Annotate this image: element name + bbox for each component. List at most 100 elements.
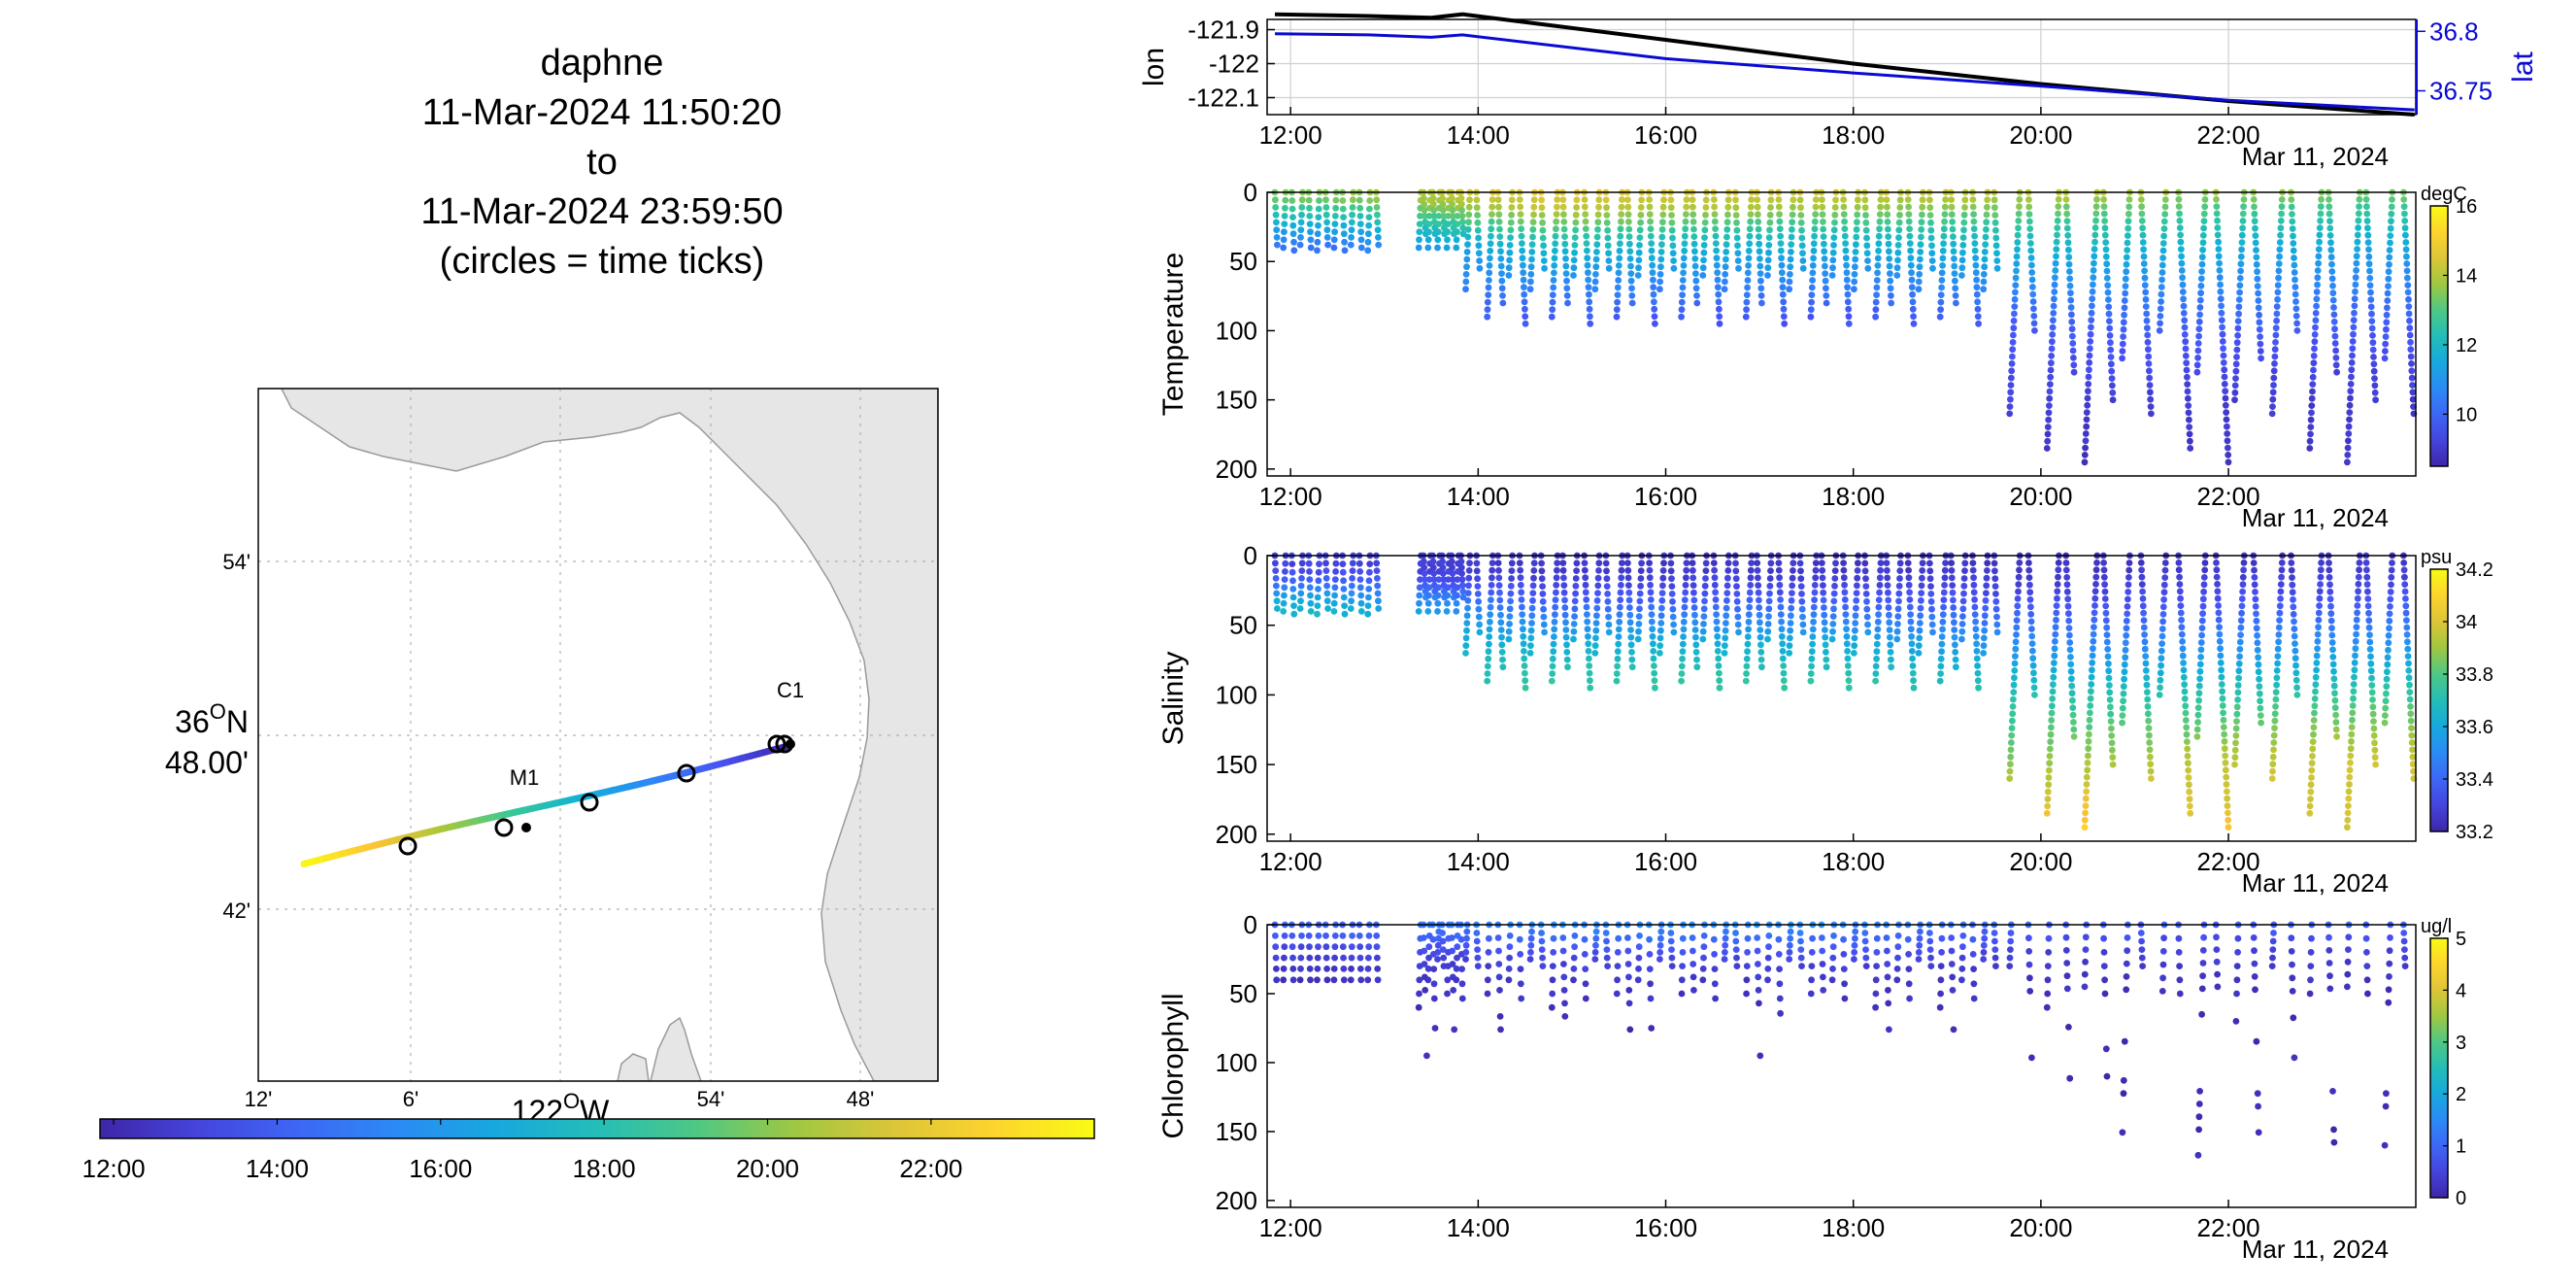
temperature-point [1716,305,1723,313]
salinity-point [2008,739,2015,746]
chlorophyll-point [2386,973,2392,980]
chlorophyll-point [1829,954,1837,962]
salinity-point [2120,697,2127,705]
salinity-point [2307,781,2315,789]
chlorophyll-point [1711,966,1719,972]
salinity-point [1281,576,1288,583]
salinity-point [2271,710,2279,718]
salinity-point [1323,597,1331,605]
salinity-point [1840,574,1848,582]
temperature-point [2120,333,2127,340]
temperature-point [1516,196,1523,203]
temperature-point [1787,271,1793,278]
temperature-point [2240,196,2248,203]
salinity-point [2070,726,2078,733]
chlorophyll-point [2139,963,2147,969]
temperature-point [1895,219,1903,226]
temperature-point [2308,402,2316,409]
salinity-point [1602,559,1610,567]
salinity-point [1716,677,1723,685]
temperature-point [2238,239,2246,247]
temperature-point [2410,403,2417,410]
temperature-point [1969,196,1977,203]
temperature-point [1349,196,1356,204]
temperature-point [2291,261,2298,269]
salinity-point [1908,640,1916,648]
salinity-point [2088,681,2095,688]
salinity-point [1872,677,1879,685]
temperature-point [2291,254,2297,261]
temperature-point [1940,225,1948,233]
salinity-point [2044,802,2052,810]
temperature-point [2161,203,2169,211]
chlorophyll-xtick-label: 16:00 [1634,1213,1697,1242]
salinity-point [1519,603,1525,611]
temperature-point [2183,359,2191,367]
temperature-point [2140,253,2148,260]
temperature-point [2276,239,2284,246]
salinity-point [2348,737,2355,745]
salinity-point [2125,574,2132,581]
salinity-point [2089,652,2096,660]
temperature-point [2276,246,2284,254]
temperature-point [2325,203,2333,211]
temperature-point [1366,197,1374,204]
salinity-point [2012,638,2020,646]
salinity-point [1637,567,1645,574]
salinity-point [1416,592,1423,599]
salinity-point [2362,559,2370,566]
chlorophyll-point [1700,954,1707,962]
temperature-point [1488,232,1494,240]
salinity-point [1960,590,1967,597]
chlorophyll-point [1906,995,1913,1002]
temperature-point [1538,212,1546,219]
chlorophyll-point [1550,949,1557,956]
salinity-point [2091,624,2097,630]
salinity-point [2383,675,2391,683]
temperature-point [1459,230,1467,238]
salinity-point [1766,582,1774,590]
salinity-point [1551,633,1557,640]
salinity-point [2367,660,2375,667]
salinity-point [1683,566,1690,574]
salinity-point [2145,725,2153,731]
temperature-point [1714,284,1722,291]
chlorophyll-point [1347,976,1355,984]
temperature-point [1527,278,1534,286]
map-colorbar-tick-label: 14:00 [246,1154,309,1183]
salinity-point [1971,611,1979,618]
salinity-point [2026,595,2034,603]
temperature-point [1356,220,1364,228]
salinity-point [2403,631,2411,638]
salinity-point [2278,573,2286,581]
salinity-point [2278,566,2286,574]
salinity-point [2384,668,2391,676]
salinity-point [2197,639,2205,646]
temperature-point [1484,306,1491,314]
salinity-point [1444,584,1452,592]
salinity-point [2010,681,2018,689]
temperature-point [2349,345,2357,353]
salinity-point [1679,655,1686,662]
temperature-point [2386,247,2393,254]
salinity-point [1734,613,1742,621]
salinity-point [2012,653,2019,660]
salinity-point [1617,589,1624,596]
chlorophyll-point [1958,976,1965,984]
temperature-point [1766,211,1774,219]
chlorophyll-point [1449,961,1456,967]
salinity-point [1605,621,1613,628]
salinity-point [1314,610,1321,618]
temperature-point [1679,291,1686,298]
salinity-point [2369,703,2377,711]
chlorophyll-point [2251,973,2258,980]
temperature-point [2351,302,2359,310]
salinity-point [1887,633,1893,641]
temperature-point [2316,238,2324,246]
temperature-point [2016,203,2023,211]
temperature-point [2125,203,2133,211]
salinity-point [2270,746,2277,754]
salinity-point [2187,809,2194,817]
salinity-point [1874,626,1882,633]
temperature-point [1797,219,1805,226]
